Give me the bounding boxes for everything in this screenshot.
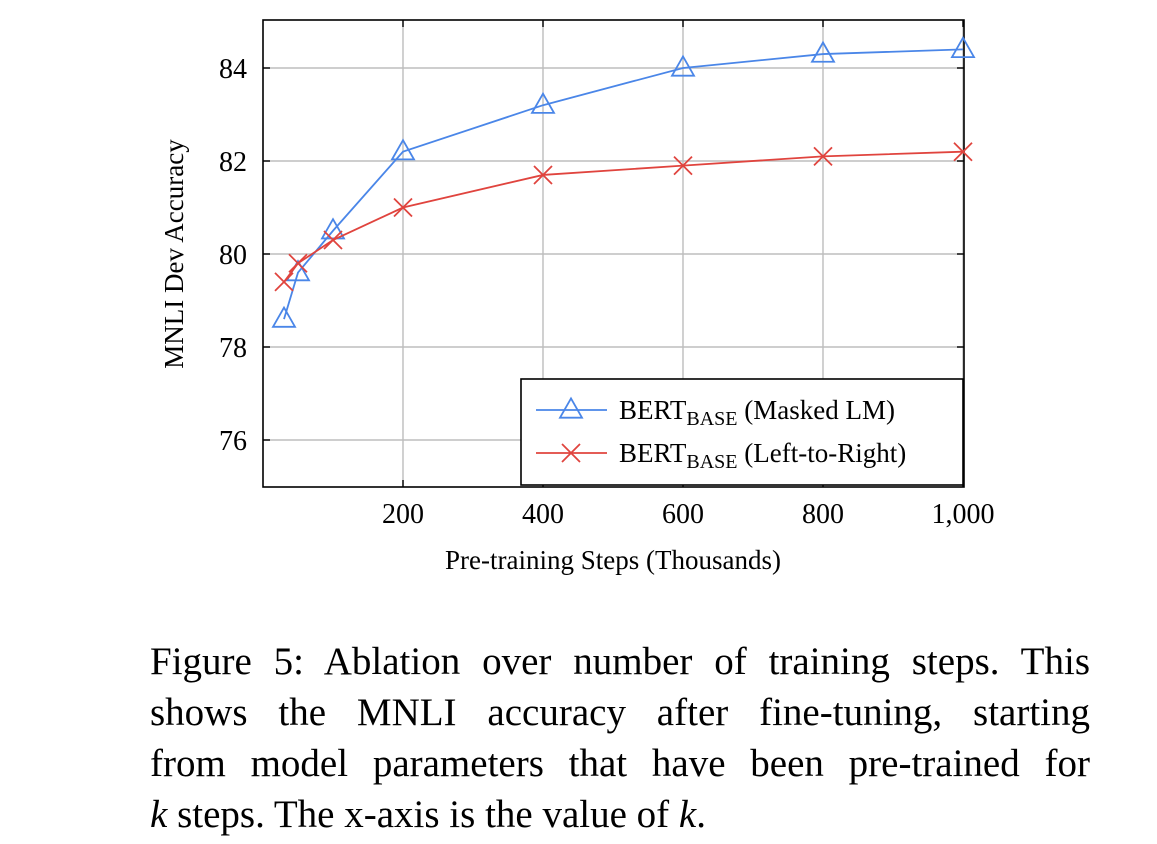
- data-point: [288, 253, 308, 273]
- y-tick-label: 84: [219, 54, 247, 85]
- data-point: [673, 156, 693, 176]
- caption-line: from model parameters that have been pre…: [150, 742, 1090, 785]
- legend: BERTBASE (Masked LM) BERTBASE (Left-to-Ri…: [520, 378, 964, 486]
- data-point: [320, 217, 346, 240]
- caption-text: steps. The x-axis is the value of: [167, 793, 679, 836]
- series-layer: [271, 36, 976, 328]
- data-point: [953, 142, 973, 162]
- x-tick-label: 600: [662, 499, 704, 530]
- data-point: [390, 138, 416, 161]
- legend-box: [520, 378, 964, 486]
- y-tick-label: 80: [219, 240, 247, 271]
- line-chart: 200 400 600 800 1,000 76 78 80 82 84 Pre-trainin…: [159, 19, 995, 575]
- y-axis-label: MNLI Dev Accuracy: [159, 139, 189, 369]
- data-point: [274, 272, 294, 292]
- series-line: [283, 48, 964, 320]
- legend-label: BERTBASE (Left-to-Right): [619, 438, 906, 473]
- data-point: [950, 36, 976, 58]
- data-point: [271, 305, 297, 328]
- data-point: [533, 165, 553, 185]
- data-point: [393, 197, 413, 218]
- x-axis-ticks: 200 400 600 800 1,000: [382, 20, 995, 530]
- figure-caption: Figure 5: Ablation over number of traini…: [150, 636, 1090, 840]
- x-tick-label: 400: [522, 499, 564, 530]
- x-tick-label: 800: [802, 499, 844, 530]
- y-axis-ticks: 76 78 80 82 84: [219, 54, 964, 457]
- series-1: [271, 36, 976, 328]
- x-axis-label: Pre-training Steps (Thousands): [445, 545, 781, 575]
- caption-variable: k: [678, 793, 697, 836]
- legend-item: BERTBASE (Masked LM): [536, 395, 895, 430]
- legend-marker: [558, 396, 584, 419]
- y-tick-label: 76: [219, 426, 247, 457]
- caption-variable: k: [150, 793, 168, 836]
- legend-label: BERTBASE (Masked LM): [619, 395, 895, 430]
- caption-line: Figure 5: Ablation over number of traini…: [150, 640, 1090, 683]
- data-point: [670, 54, 696, 77]
- caption-line: k steps. The x-axis is the value of k.: [150, 789, 1090, 840]
- y-tick-label: 82: [219, 147, 247, 178]
- y-tick-label: 78: [219, 333, 247, 364]
- legend-marker: [561, 443, 581, 463]
- series-line: [283, 150, 964, 283]
- series-2: [274, 142, 973, 292]
- x-tick-label: 200: [382, 499, 424, 530]
- data-point: [323, 230, 343, 250]
- data-point: [530, 91, 556, 114]
- legend-item: BERTBASE (Left-to-Right): [536, 438, 906, 473]
- data-point: [810, 40, 836, 63]
- caption-text: .: [696, 793, 706, 836]
- data-point: [813, 146, 833, 166]
- x-tick-label: 1,000: [932, 499, 995, 530]
- caption-line: shows the MNLI accuracy after fine-tunin…: [150, 691, 1090, 734]
